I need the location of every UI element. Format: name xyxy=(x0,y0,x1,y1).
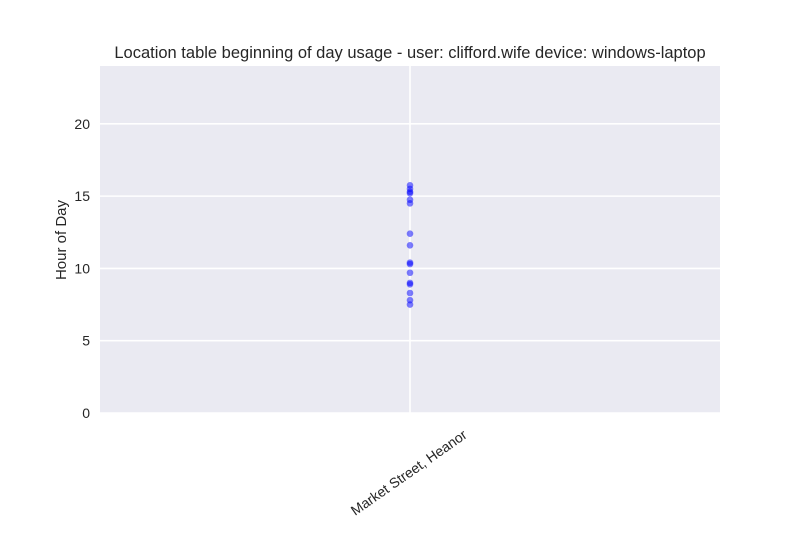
data-points xyxy=(406,181,414,308)
data-point xyxy=(406,260,414,268)
data-point xyxy=(406,189,414,197)
y-tick-label: 20 xyxy=(74,116,90,132)
data-point xyxy=(406,230,414,238)
x-tick-label: Market Street, Heanor xyxy=(348,426,470,518)
data-point xyxy=(406,281,414,288)
chart-title: Location table beginning of day usage - … xyxy=(114,44,705,62)
y-tick-label: 0 xyxy=(82,405,90,421)
data-point xyxy=(406,269,414,277)
data-point xyxy=(406,241,414,249)
y-tick-label: 10 xyxy=(74,260,90,276)
y-tick-label: 5 xyxy=(82,333,90,349)
y-tick-label: 15 xyxy=(74,188,90,204)
data-point xyxy=(406,289,414,297)
data-point xyxy=(406,301,414,308)
data-point xyxy=(406,200,414,207)
y-axis-label: Hour of Day xyxy=(53,199,70,280)
